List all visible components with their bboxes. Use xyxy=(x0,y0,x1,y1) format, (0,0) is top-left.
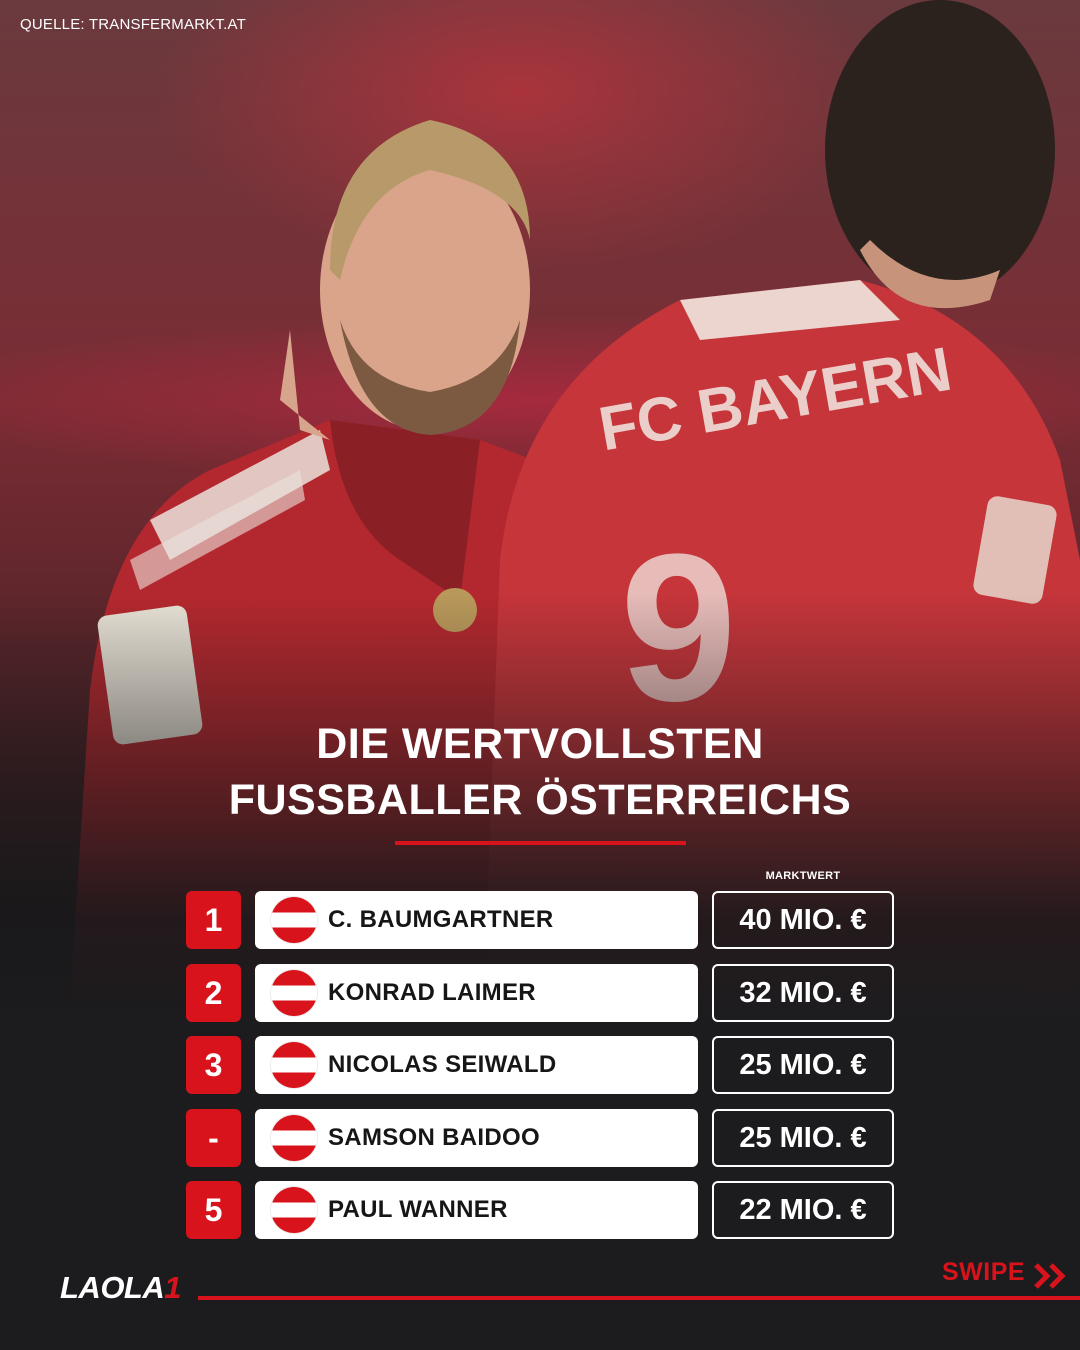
page-title: DIE WERTVOLLSTEN FUSSBALLER ÖSTERREICHS xyxy=(0,716,1080,828)
footer-divider xyxy=(198,1296,1080,1300)
austria-flag-icon xyxy=(271,1042,317,1088)
player-name-box: NICOLAS SEIWALD xyxy=(255,1036,698,1094)
ranking-row: 1 C. BAUMGARTNER 40 MIO. € xyxy=(0,891,1080,949)
player-name-box: PAUL WANNER xyxy=(255,1181,698,1239)
double-chevron-right-icon[interactable] xyxy=(1034,1262,1068,1290)
player-name-box: KONRAD LAIMER xyxy=(255,964,698,1022)
laola1-logo: LAOLA1 xyxy=(60,1270,182,1306)
player-name: C. BAUMGARTNER xyxy=(328,906,554,933)
player-name-box: SAMSON BAIDOO xyxy=(255,1109,698,1167)
ranking-row: 3 NICOLAS SEIWALD 25 MIO. € xyxy=(0,1036,1080,1094)
player-name: NICOLAS SEIWALD xyxy=(328,1051,557,1078)
player-name-box: C. BAUMGARTNER xyxy=(255,891,698,949)
source-credit: QUELLE: TRANSFERMARKT.AT xyxy=(20,16,246,33)
market-value: 25 MIO. € xyxy=(712,1036,894,1094)
rank-badge: 2 xyxy=(186,964,241,1022)
swipe-label[interactable]: SWIPE xyxy=(942,1258,1026,1286)
logo-text: LAOLA xyxy=(60,1270,165,1305)
title-underline xyxy=(395,841,686,845)
ranking-row: 2 KONRAD LAIMER 32 MIO. € xyxy=(0,964,1080,1022)
rank-badge: 1 xyxy=(186,891,241,949)
ranking-row: - SAMSON BAIDOO 25 MIO. € xyxy=(0,1109,1080,1167)
austria-flag-icon xyxy=(271,1115,317,1161)
rank-badge: 5 xyxy=(186,1181,241,1239)
austria-flag-icon xyxy=(271,1187,317,1233)
ranking-row: 5 PAUL WANNER 22 MIO. € xyxy=(0,1181,1080,1239)
austria-flag-icon xyxy=(271,970,317,1016)
market-value: 32 MIO. € xyxy=(712,964,894,1022)
market-value-header: MARKTWERT xyxy=(765,870,841,882)
market-value: 40 MIO. € xyxy=(712,891,894,949)
player-name: KONRAD LAIMER xyxy=(328,979,536,1006)
player-name: SAMSON BAIDOO xyxy=(328,1124,540,1151)
market-value: 22 MIO. € xyxy=(712,1181,894,1239)
rank-badge: 3 xyxy=(186,1036,241,1094)
market-value: 25 MIO. € xyxy=(712,1109,894,1167)
title-line-2: FUSSBALLER ÖSTERREICHS xyxy=(228,776,852,824)
austria-flag-icon xyxy=(271,897,317,943)
rank-badge: - xyxy=(186,1109,241,1167)
player-name: PAUL WANNER xyxy=(328,1196,508,1223)
logo-mark: 1 xyxy=(164,1270,182,1305)
title-line-1: DIE WERTVOLLSTEN xyxy=(316,720,764,768)
